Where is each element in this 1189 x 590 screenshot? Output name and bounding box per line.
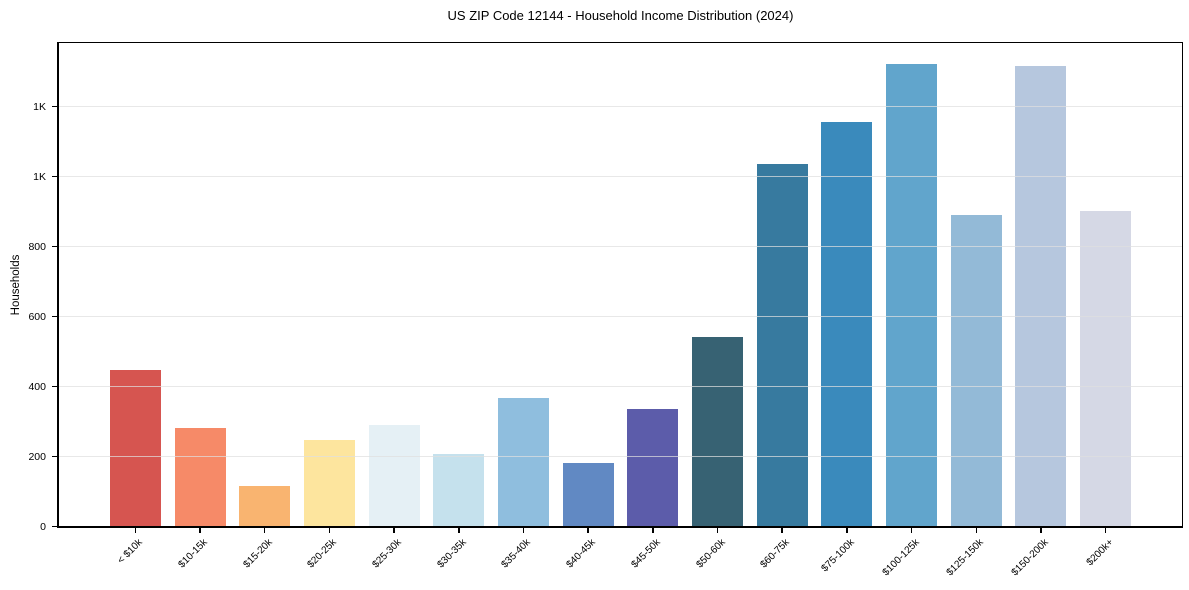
bar--75-100k	[821, 121, 873, 526]
bar--100-125k	[886, 64, 938, 526]
y-tick-label: 400	[28, 380, 46, 393]
bar--40-45k	[562, 463, 614, 526]
x-tick-label: $50-60k	[693, 537, 728, 571]
bar-slot	[750, 43, 815, 526]
x-tick-mark	[393, 528, 395, 533]
bar--45-50k	[627, 408, 679, 526]
x-tick-label: $35-40k	[499, 537, 534, 571]
x-tick-mark	[134, 528, 137, 533]
x-tick-mark	[975, 528, 978, 533]
x-tick-mark	[199, 528, 201, 533]
bar-slot	[362, 43, 427, 526]
bar--20-25k	[303, 440, 355, 526]
bar--10-15k	[174, 428, 226, 526]
bar-slot	[556, 43, 621, 526]
bar--150-200k	[1015, 65, 1067, 526]
x-tick-label: $10-15k	[176, 537, 210, 571]
bar-slot	[1073, 43, 1138, 526]
bar-slot	[426, 43, 491, 526]
bar-slot	[232, 43, 297, 526]
x-tick-mark	[587, 528, 589, 533]
bar-slot	[1009, 43, 1074, 526]
y-tick-mark	[52, 525, 57, 528]
bar--10k	[109, 370, 161, 526]
y-tick-mark	[52, 245, 57, 248]
y-tick-mark	[52, 455, 57, 458]
y-axis: 0 200 400 600 800 1K 1K	[0, 44, 57, 533]
x-tick-mark	[328, 528, 331, 533]
bar-slot	[685, 43, 750, 526]
y-tick-mark	[52, 105, 57, 108]
x-tick-label: $20-25k	[305, 537, 340, 571]
bar-slot	[879, 43, 944, 526]
x-tick-mark	[846, 528, 848, 533]
bar--50-60k	[692, 337, 744, 526]
y-tick-label: 200	[28, 450, 46, 463]
x-tick-mark	[458, 528, 460, 533]
bars-layer	[59, 43, 1182, 526]
x-tick-label: $30-35k	[435, 537, 469, 571]
x-tick-label: $200k+	[1084, 537, 1116, 569]
bar--15-20k	[239, 485, 291, 526]
bar-slot	[491, 43, 556, 526]
bar-slot	[621, 43, 686, 526]
bar--60-75k	[756, 163, 808, 526]
bar-slot	[944, 43, 1009, 526]
y-tick-mark	[52, 315, 57, 318]
y-tick-label: 0	[40, 520, 46, 533]
plot-area	[57, 42, 1183, 528]
y-tick-label: 600	[28, 310, 46, 323]
bar-slot	[815, 43, 880, 526]
bar--30-35k	[433, 454, 485, 526]
x-tick-label: < $10k	[115, 537, 146, 567]
x-tick-mark	[1104, 528, 1107, 533]
x-tick-label: $75-100k	[819, 537, 857, 575]
bar--25-30k	[368, 424, 420, 526]
x-tick-mark	[652, 528, 654, 533]
x-tick-label: $45-50k	[629, 537, 663, 571]
x-tick-label: $15-20k	[241, 537, 275, 571]
y-tick-label: 1K	[33, 100, 46, 113]
y-tick-label: 800	[28, 240, 46, 253]
chart-title: US ZIP Code 12144 - Household Income Dis…	[447, 8, 794, 23]
y-tick-mark	[52, 385, 57, 388]
y-tick-label: 1K	[33, 170, 46, 183]
x-tick-mark	[522, 528, 525, 533]
x-tick-mark	[1040, 528, 1042, 533]
bar-slot	[168, 43, 233, 526]
bar-slot	[297, 43, 362, 526]
bar--200k+	[1080, 211, 1132, 526]
x-tick-mark	[910, 528, 913, 533]
bar-slot	[103, 43, 168, 526]
x-axis: < $10k $10-15k $15-20k $20-25k $25-30k $30-35…	[59, 528, 1182, 590]
x-tick-label: $100-125k	[880, 537, 922, 579]
x-tick-label: $40-45k	[564, 537, 598, 571]
x-tick-label: $25-30k	[370, 537, 404, 571]
bar--35-40k	[497, 398, 549, 526]
x-tick-mark	[781, 528, 783, 533]
x-tick-label: $150-200k	[1009, 537, 1051, 579]
x-tick-mark	[263, 528, 266, 533]
x-tick-mark	[716, 528, 719, 533]
y-tick-mark	[52, 175, 57, 178]
bar--125-150k	[950, 214, 1002, 526]
